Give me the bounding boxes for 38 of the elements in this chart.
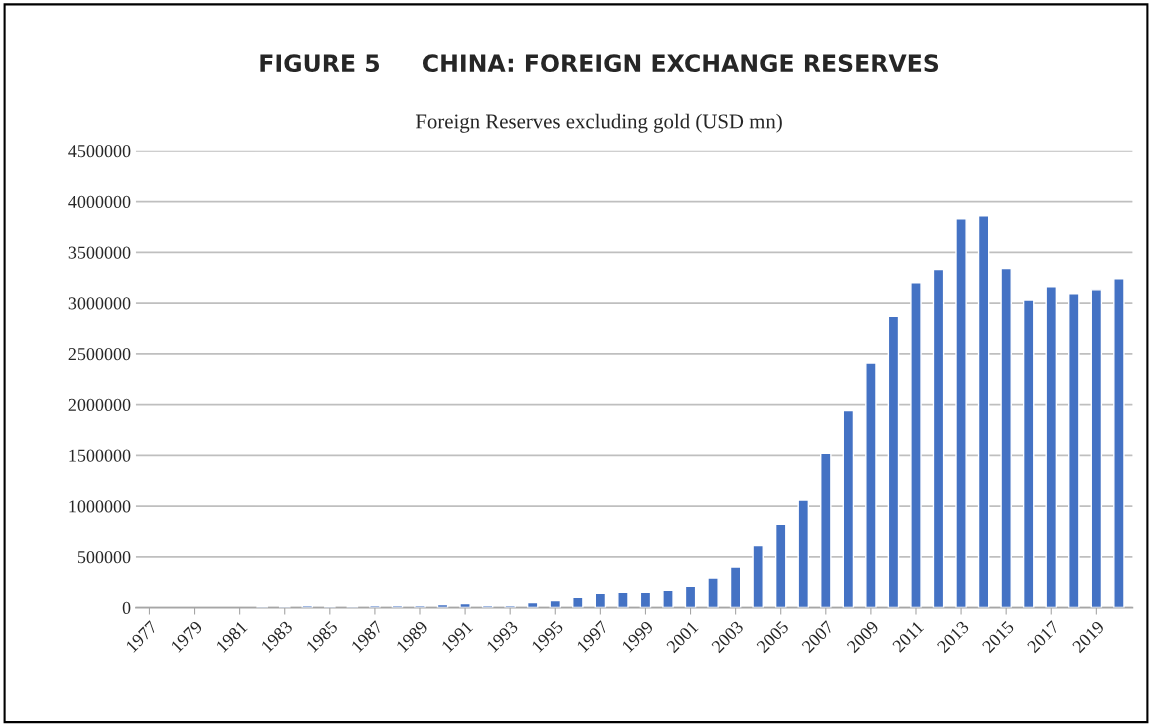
bar: [910, 282, 922, 608]
y-tick-label: 1500000: [69, 449, 131, 462]
y-tick-label: 0: [122, 601, 131, 614]
y-tick-label: 4500000: [68, 145, 131, 158]
bar: [617, 591, 629, 608]
chart-subtitle: Foreign Reserves excluding gold (USD mn): [415, 113, 782, 133]
bar: [594, 592, 607, 608]
y-tick-label: 2500000: [68, 348, 131, 361]
bar: [639, 591, 652, 608]
y-tick-label: 500000: [77, 551, 131, 564]
y-tick-label: 3000000: [68, 297, 131, 310]
y-tick-label: 2000000: [68, 398, 131, 411]
chart-title: FIGURE 5 CHINA: FOREIGN EXCHANGE RESERVES: [260, 54, 939, 73]
bar: [1068, 293, 1080, 608]
y-tick-label: 3500000: [68, 246, 131, 259]
bar: [955, 218, 967, 608]
bar: [1090, 289, 1103, 608]
bar: [752, 544, 764, 608]
bar: [774, 523, 787, 608]
bar: [1022, 299, 1035, 608]
bar: [932, 268, 945, 608]
bar: [572, 596, 584, 608]
bar: [707, 577, 719, 608]
bar: [842, 409, 855, 608]
y-tick-label: 4000000: [68, 195, 131, 208]
bar: [684, 585, 697, 608]
bar: [662, 589, 674, 608]
bar: [1000, 267, 1012, 608]
bar: [887, 315, 900, 608]
bar: [797, 499, 810, 608]
bar: [1113, 277, 1125, 608]
bar: [729, 566, 742, 608]
bar: [820, 452, 832, 608]
bar: [1045, 286, 1058, 608]
bar: [865, 362, 877, 608]
bar: [459, 602, 471, 608]
y-tick-label: 1000000: [69, 500, 131, 513]
bar: [977, 215, 990, 608]
